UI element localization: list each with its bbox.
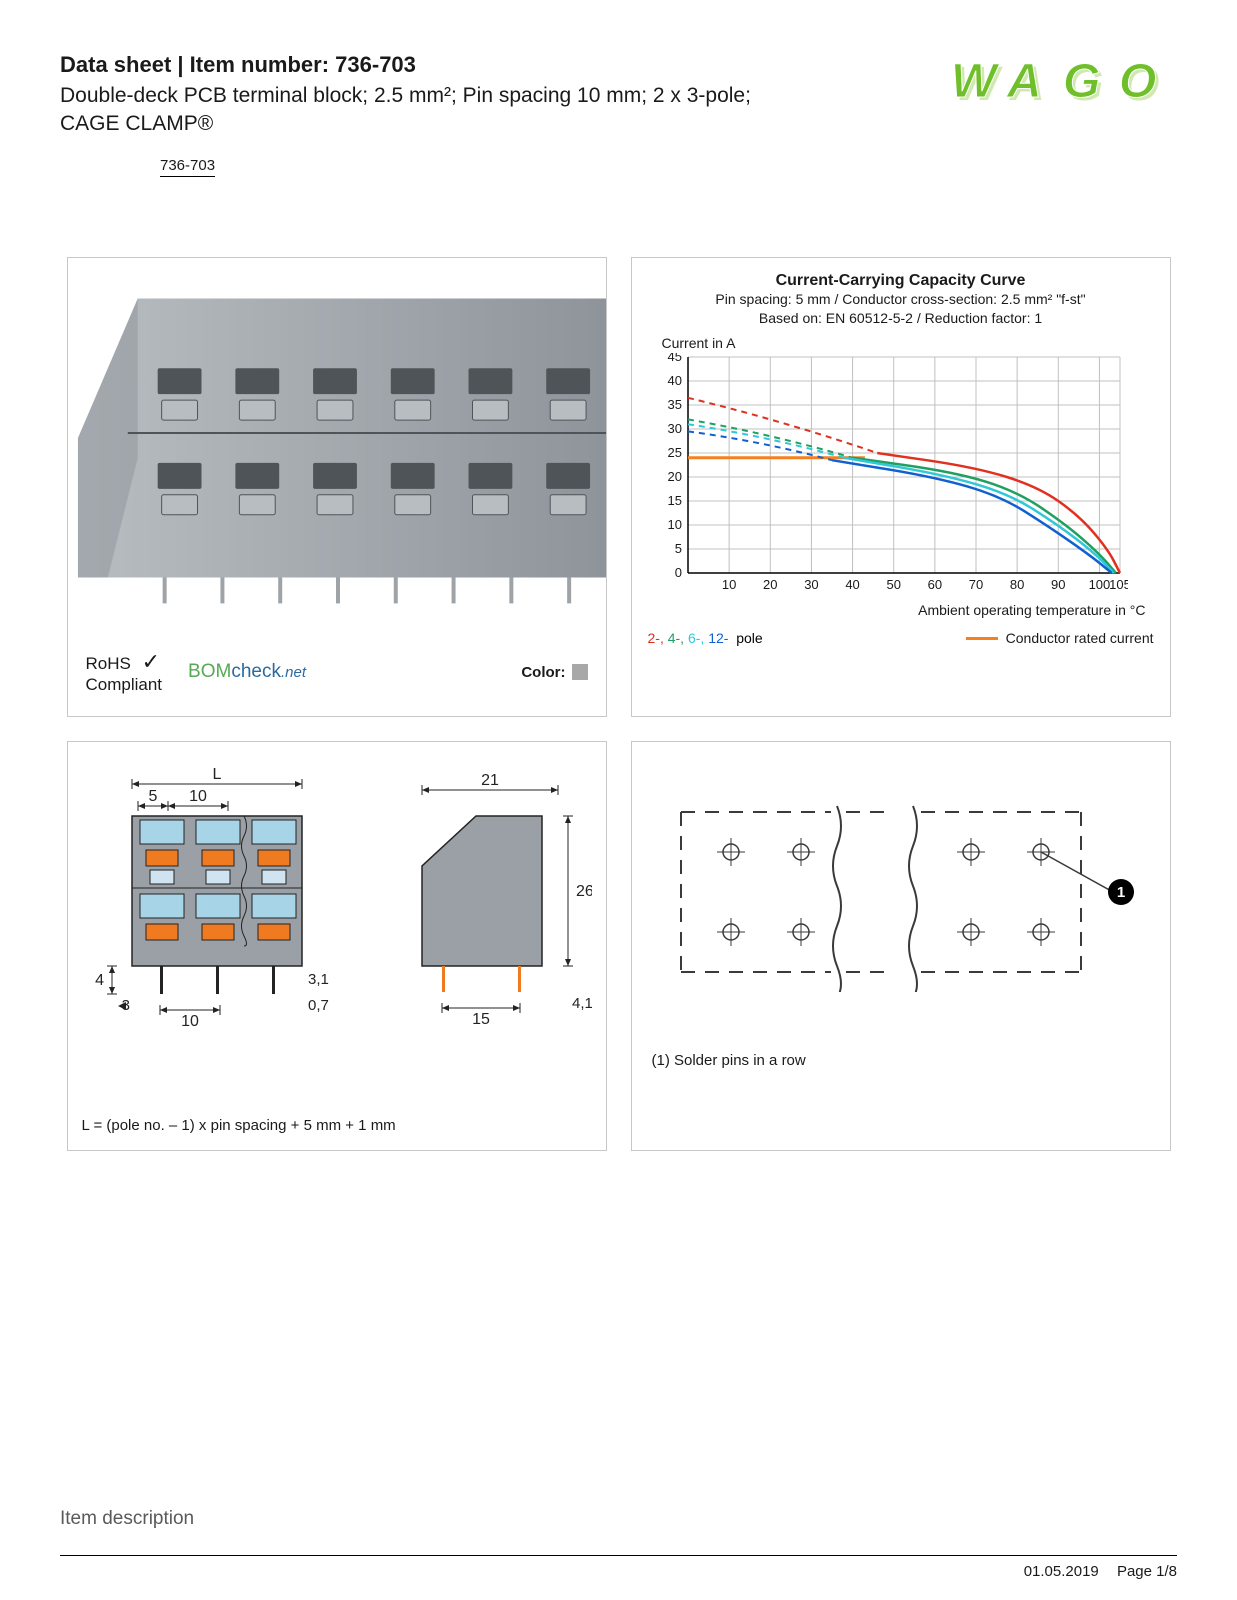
- page-title: Data sheet | Item number: 736-703: [60, 52, 927, 78]
- subtitle-line-2: CAGE CLAMP®: [60, 110, 927, 138]
- rohs-compliant-label: RoHS ✓ Compliant: [86, 649, 163, 696]
- svg-text:20: 20: [763, 577, 777, 592]
- footer: 01.05.2019 Page 1/8: [1024, 1563, 1177, 1580]
- svg-text:10: 10: [181, 1013, 199, 1030]
- legend-rated-current: Conductor rated current: [966, 630, 1154, 646]
- item-tag: 736-703: [160, 157, 215, 177]
- chart-title: Current-Carrying Capacity Curve: [648, 272, 1154, 290]
- svg-text:10: 10: [667, 517, 681, 532]
- svg-text:20: 20: [667, 469, 681, 484]
- pin-layout-panel: 1 (1) Solder pins in a row: [631, 741, 1171, 1151]
- svg-text:90: 90: [1051, 577, 1065, 592]
- subtitle-line-1: Double-deck PCB terminal block; 2.5 mm²;…: [60, 82, 927, 110]
- svg-text:0: 0: [674, 565, 681, 580]
- svg-text:W: W: [951, 55, 1000, 108]
- color-swatch: [572, 664, 588, 680]
- color-label: Color:: [521, 664, 587, 681]
- svg-text:21: 21: [481, 772, 499, 789]
- title-sep: |: [171, 52, 189, 77]
- color-text: Color:: [521, 664, 565, 681]
- svg-text:10: 10: [721, 577, 735, 592]
- title-item-number: 736-703: [335, 52, 416, 77]
- svg-text:30: 30: [804, 577, 818, 592]
- svg-text:1: 1: [1116, 884, 1124, 901]
- svg-text:100: 100: [1088, 577, 1110, 592]
- footer-page: Page 1/8: [1117, 1563, 1177, 1580]
- svg-text:26,5: 26,5: [576, 883, 592, 900]
- svg-text:60: 60: [927, 577, 941, 592]
- dimension-front-view: L5101043,10,73: [82, 756, 362, 1056]
- title-prefix: Data sheet: [60, 52, 171, 77]
- product-image-panel: RoHS ✓ Compliant BOMcheck.net Color:: [67, 257, 607, 717]
- pin-layout-diagram: 1: [661, 792, 1141, 992]
- section-title: Item description: [60, 1508, 194, 1530]
- chart-x-label: Ambient operating temperature in °C: [648, 602, 1146, 618]
- rohs-text: RoHS: [86, 654, 131, 673]
- svg-text:L: L: [212, 766, 221, 783]
- legend-poles: 2-, 4-, 6-, 12- pole: [648, 630, 763, 646]
- footer-date: 01.05.2019: [1024, 1563, 1099, 1580]
- chart-panel: Current-Carrying Capacity Curve Pin spac…: [631, 257, 1171, 717]
- dimension-panel: L5101043,10,73 2126,5154,1 L = (pole no.…: [67, 741, 607, 1151]
- wago-logo: WWAAGGOO: [947, 52, 1177, 112]
- dimension-formula: L = (pole no. – 1) x pin spacing + 5 mm …: [82, 1117, 396, 1134]
- svg-text:35: 35: [667, 397, 681, 412]
- chart-subtitle-1: Pin spacing: 5 mm / Conductor cross-sect…: [648, 290, 1154, 309]
- svg-text:5: 5: [674, 541, 681, 556]
- svg-text:50: 50: [886, 577, 900, 592]
- chart-y-label: Current in A: [662, 335, 1154, 351]
- bomcheck-label: BOMcheck.net: [188, 661, 306, 683]
- svg-text:15: 15: [667, 493, 681, 508]
- footer-divider: [60, 1555, 1177, 1556]
- svg-text:3,1: 3,1: [308, 971, 329, 988]
- svg-text:30: 30: [667, 421, 681, 436]
- net-text: .net: [281, 664, 306, 681]
- svg-text:25: 25: [667, 445, 681, 460]
- svg-text:80: 80: [1009, 577, 1023, 592]
- check-text: check: [231, 661, 281, 682]
- svg-text:40: 40: [845, 577, 859, 592]
- product-render: [68, 258, 606, 628]
- svg-text:10: 10: [189, 788, 207, 805]
- compliant-text: Compliant: [86, 675, 163, 695]
- chart-subtitle-2: Based on: EN 60512-5-2 / Reduction facto…: [648, 309, 1154, 328]
- legend-pole-suffix: pole: [736, 630, 762, 646]
- legend-line-icon: [966, 637, 998, 640]
- svg-text:5: 5: [148, 788, 157, 805]
- svg-text:40: 40: [667, 373, 681, 388]
- svg-text:G: G: [1063, 55, 1100, 108]
- dimension-side-view: 21 26,5 15 4,1: [382, 756, 592, 1056]
- svg-text:4,1: 4,1: [572, 995, 592, 1012]
- bom-text: BOM: [188, 661, 231, 682]
- check-icon: ✓: [142, 649, 160, 674]
- svg-text:4: 4: [95, 972, 104, 989]
- svg-text:70: 70: [968, 577, 982, 592]
- svg-text:O: O: [1119, 55, 1156, 108]
- legend-rated-text: Conductor rated current: [1006, 630, 1154, 646]
- capacity-chart: 0 5 10 15 20 25 30 35 40 45 10 20 30 40 50 60 70 80 90 1001…: [648, 353, 1128, 593]
- pin-layout-note: (1) Solder pins in a row: [652, 1052, 1150, 1069]
- svg-text:45: 45: [667, 353, 681, 364]
- svg-text:A: A: [1006, 55, 1042, 108]
- svg-text:0,7: 0,7: [308, 997, 329, 1014]
- svg-text:15: 15: [472, 1011, 490, 1028]
- svg-text:105: 105: [1109, 577, 1128, 592]
- title-item-label: Item number:: [190, 52, 329, 77]
